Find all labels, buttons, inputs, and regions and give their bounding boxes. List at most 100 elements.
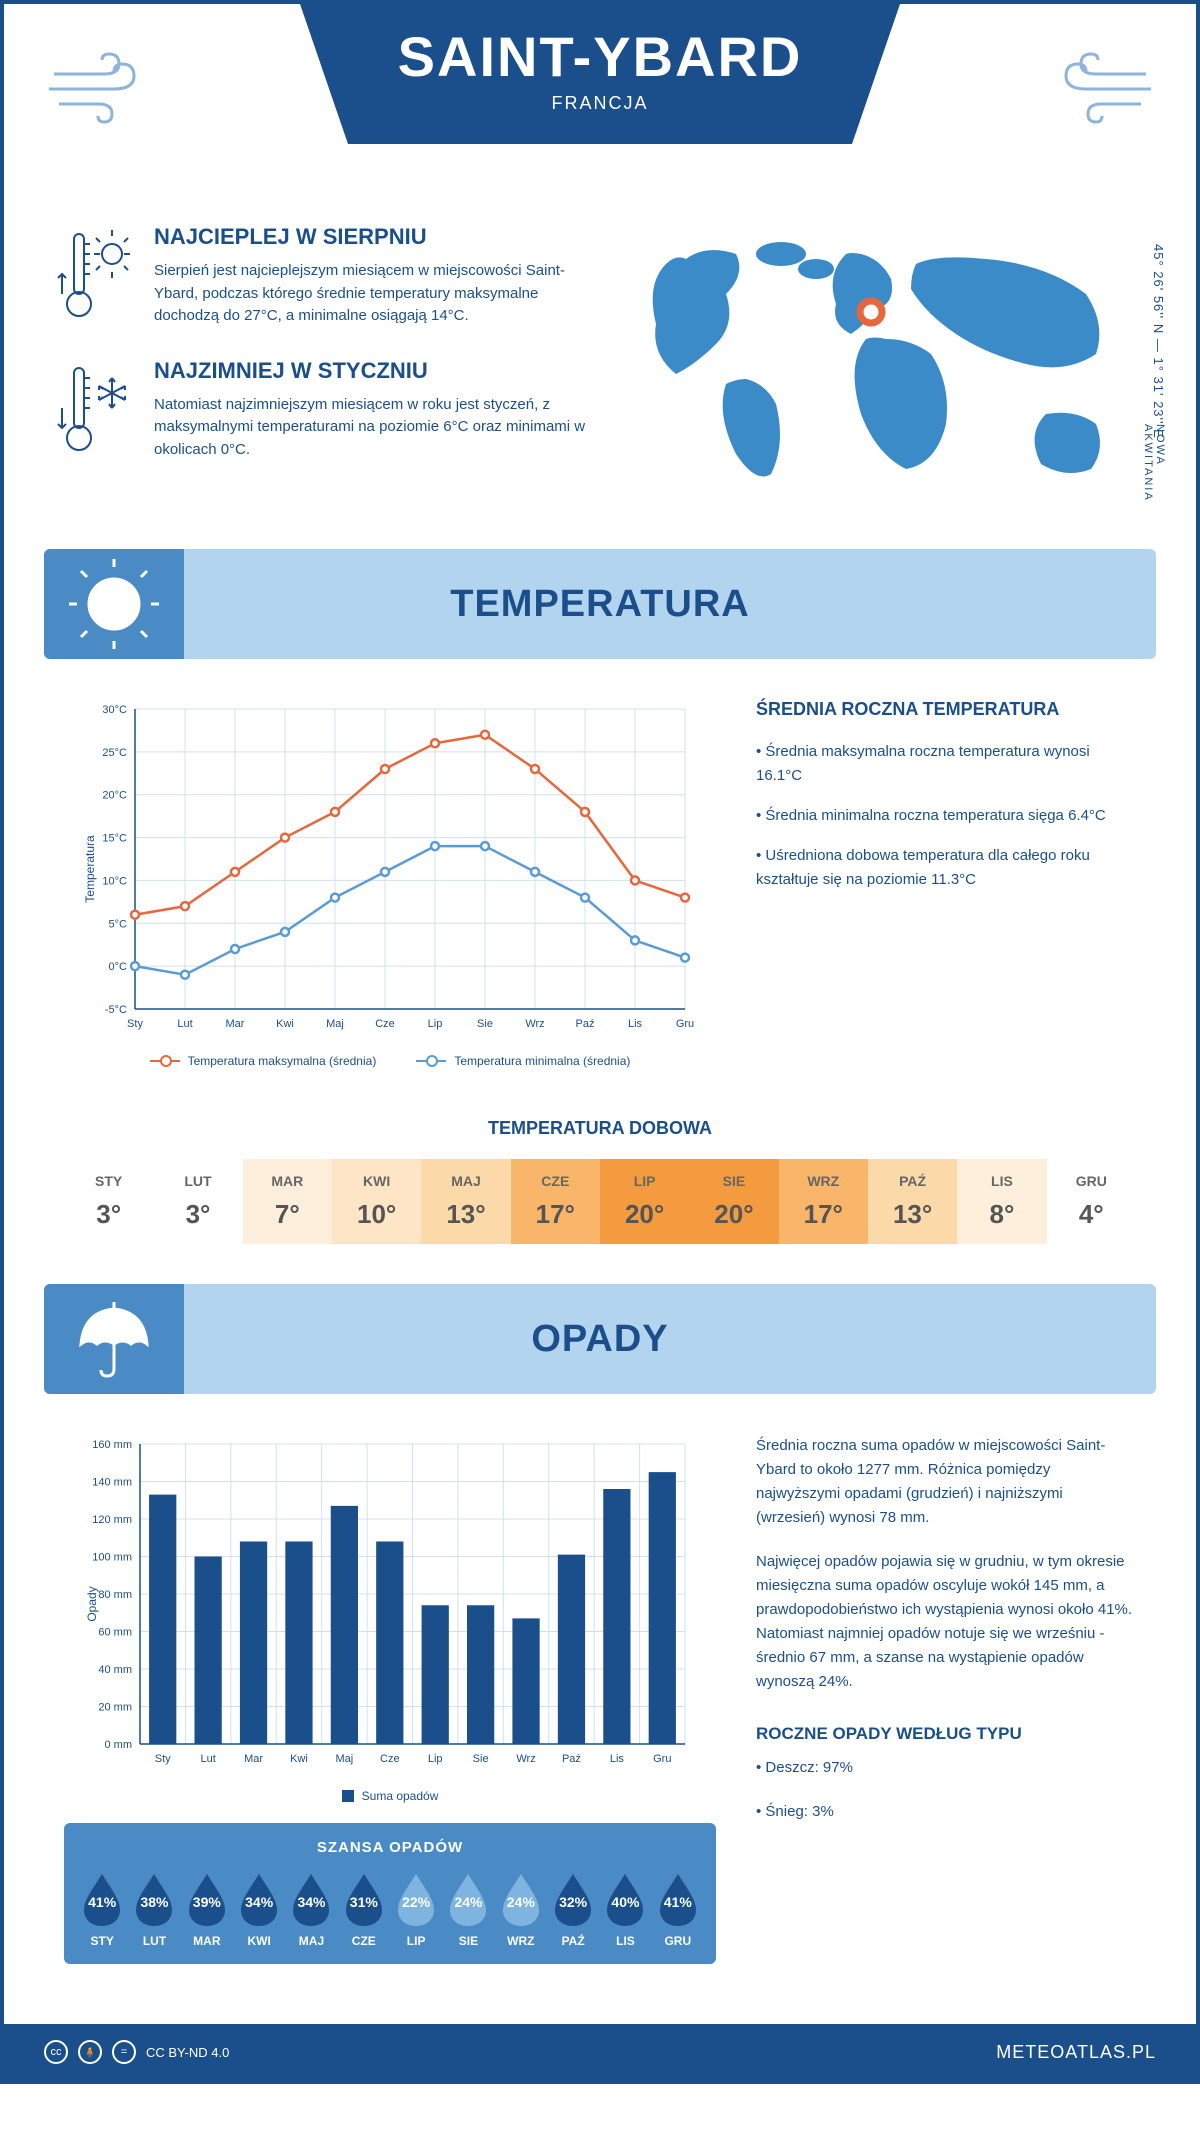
temp-info-3: • Uśredniona dobowa temperatura dla całe… (756, 844, 1136, 892)
chance-value: 40% (611, 1894, 639, 1910)
wind-icon-right (1036, 44, 1156, 138)
chance-item: 40% LIS (599, 1870, 651, 1948)
chance-item: 31% CZE (338, 1870, 390, 1948)
wind-icon-left (44, 44, 164, 138)
chance-item: 22% LIP (390, 1870, 442, 1948)
temp-cell: PAŹ 13° (868, 1159, 957, 1244)
chance-item: 39% MAR (181, 1870, 233, 1948)
chance-value: 34% (297, 1894, 325, 1910)
chance-item: 24% SIE (442, 1870, 494, 1948)
temp-cell-month: MAJ (421, 1173, 510, 1189)
svg-text:Maj: Maj (336, 1753, 354, 1765)
header: SAINT-YBARD FRANCJA (4, 4, 1196, 224)
svg-text:Sie: Sie (477, 1018, 493, 1030)
chance-row: 41% STY 38% LUT 39% MAR 34% KWI (76, 1870, 704, 1948)
legend-max-label: Temperatura maksymalna (średnia) (188, 1054, 377, 1068)
footer: cc 🧍 = CC BY-ND 4.0 METEOATLAS.PL (4, 2024, 1196, 2080)
by-icon: 🧍 (78, 2040, 102, 2064)
chance-value: 22% (402, 1894, 430, 1910)
svg-text:80 mm: 80 mm (98, 1589, 132, 1601)
chance-value: 31% (350, 1894, 378, 1910)
chance-item: 32% PAŹ (547, 1870, 599, 1948)
temp-cell-month: SIE (689, 1173, 778, 1189)
chance-month: LIS (599, 1934, 651, 1948)
thermometer-hot-icon (54, 224, 134, 324)
temperature-title: TEMPERATURA (450, 583, 750, 626)
temp-cell-value: 20° (689, 1199, 778, 1230)
temp-cell-month: GRU (1047, 1173, 1136, 1189)
svg-text:Kwi: Kwi (276, 1018, 294, 1030)
coldest-text: Natomiast najzimniejszym miesiącem w rok… (154, 394, 586, 462)
location-marker-icon (860, 301, 882, 323)
temp-cell-value: 13° (868, 1199, 957, 1230)
daily-temp-title: TEMPERATURA DOBOWA (64, 1118, 1136, 1139)
sun-icon (44, 549, 184, 659)
precip-left: 0 mm20 mm40 mm60 mm80 mm100 mm120 mm140 … (64, 1434, 716, 1964)
svg-text:Lis: Lis (610, 1753, 625, 1765)
svg-text:Paź: Paź (576, 1018, 595, 1030)
footer-license: cc 🧍 = CC BY-ND 4.0 (44, 2040, 229, 2064)
chance-value: 24% (454, 1894, 482, 1910)
svg-text:Cze: Cze (380, 1753, 400, 1765)
droplet-icon: 34% (287, 1870, 335, 1928)
precip-info-1: Średnia roczna suma opadów w miejscowośc… (756, 1434, 1136, 1530)
precip-info-2: Najwięcej opadów pojawia się w grudniu, … (756, 1550, 1136, 1694)
temp-cell: GRU 4° (1047, 1159, 1136, 1244)
svg-text:Temperatura: Temperatura (83, 835, 97, 903)
temp-cell: MAR 7° (243, 1159, 332, 1244)
thermometer-cold-icon (54, 358, 134, 458)
chance-box: SZANSA OPADÓW 41% STY 38% LUT 39% MAR 34… (64, 1823, 716, 1964)
temp-info-title: ŚREDNIA ROCZNA TEMPERATURA (756, 699, 1136, 720)
droplet-icon: 41% (654, 1870, 702, 1928)
world-map-icon (626, 224, 1146, 504)
svg-text:120 mm: 120 mm (92, 1514, 132, 1526)
svg-text:15°C: 15°C (102, 833, 127, 845)
svg-text:Paź: Paź (562, 1753, 581, 1765)
temp-info-1: • Średnia maksymalna roczna temperatura … (756, 740, 1136, 788)
svg-text:0 mm: 0 mm (105, 1739, 133, 1751)
svg-text:Mar: Mar (244, 1753, 263, 1765)
precip-legend-label: Suma opadów (362, 1789, 439, 1803)
svg-text:20°C: 20°C (102, 790, 127, 802)
temp-cell-value: 17° (779, 1199, 868, 1230)
chance-month: CZE (338, 1934, 390, 1948)
precip-legend: Suma opadów (64, 1789, 716, 1803)
temp-chart-container: -5°C0°C5°C10°C15°C20°C25°C30°CStyLutMarK… (64, 699, 716, 1068)
droplet-icon: 22% (392, 1870, 440, 1928)
coordinates: 45° 26' 56'' N — 1° 31' 23'' E (1151, 244, 1166, 439)
temp-info-2: • Średnia minimalna roczna temperatura s… (756, 804, 1136, 828)
precip-info: Średnia roczna suma opadów w miejscowośc… (756, 1434, 1136, 1964)
temp-cell-value: 3° (64, 1199, 153, 1230)
chance-month: SIE (442, 1934, 494, 1948)
svg-text:Maj: Maj (326, 1018, 344, 1030)
license-text: CC BY-ND 4.0 (146, 2045, 229, 2060)
svg-text:Sty: Sty (155, 1753, 171, 1765)
svg-text:30°C: 30°C (102, 704, 127, 716)
legend-min-label: Temperatura minimalna (średnia) (454, 1054, 630, 1068)
svg-text:Sie: Sie (473, 1753, 489, 1765)
svg-text:Lip: Lip (428, 1753, 443, 1765)
location-title: SAINT-YBARD (380, 24, 820, 89)
temp-cell: SIE 20° (689, 1159, 778, 1244)
map-area: 45° 26' 56'' N — 1° 31' 23'' E NOWA AKWI… (626, 224, 1146, 509)
chance-title: SZANSA OPADÓW (76, 1839, 704, 1856)
chance-month: GRU (652, 1934, 704, 1948)
chance-item: 38% LUT (128, 1870, 180, 1948)
svg-text:Lut: Lut (200, 1753, 215, 1765)
temp-cell: LIS 8° (957, 1159, 1046, 1244)
temperature-banner: TEMPERATURA (44, 549, 1156, 659)
svg-text:Wrz: Wrz (516, 1753, 535, 1765)
chance-month: PAŹ (547, 1934, 599, 1948)
temp-cell-value: 7° (243, 1199, 332, 1230)
chance-month: LUT (128, 1934, 180, 1948)
svg-text:Cze: Cze (375, 1018, 395, 1030)
temp-cell-month: STY (64, 1173, 153, 1189)
country-subtitle: FRANCJA (380, 93, 820, 114)
svg-text:Kwi: Kwi (290, 1753, 308, 1765)
svg-text:0°C: 0°C (109, 961, 128, 973)
temp-cell-value: 20° (600, 1199, 689, 1230)
droplet-icon: 34% (235, 1870, 283, 1928)
legend-max: .legend-item:nth-child(1) .legend-swatch… (150, 1054, 377, 1068)
chance-item: 41% STY (76, 1870, 128, 1948)
temp-cell: WRZ 17° (779, 1159, 868, 1244)
